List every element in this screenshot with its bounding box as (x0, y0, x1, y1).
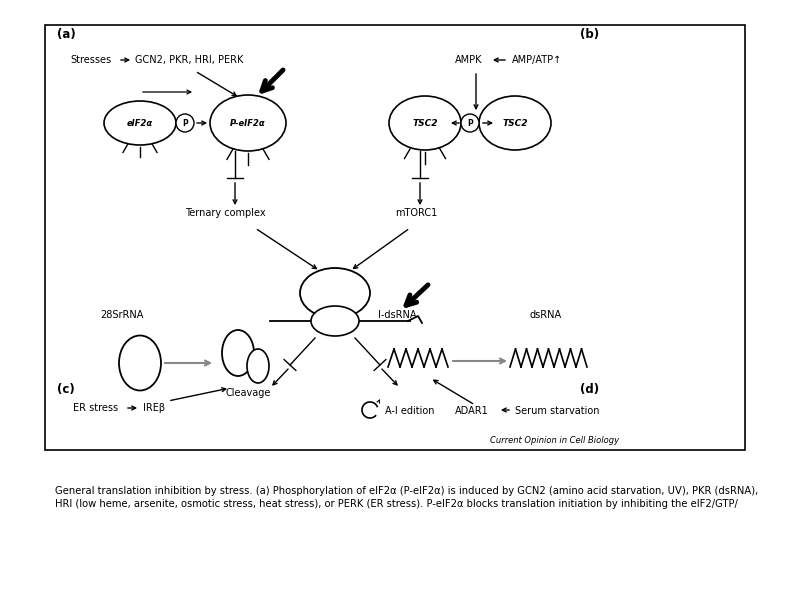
Ellipse shape (119, 336, 161, 390)
Text: TSC2: TSC2 (503, 118, 528, 127)
Text: P-eIF2α: P-eIF2α (230, 118, 266, 127)
Text: Stresses: Stresses (70, 55, 111, 65)
Text: eIF2α: eIF2α (127, 118, 153, 127)
Text: IREβ: IREβ (143, 403, 165, 413)
Text: Serum starvation: Serum starvation (515, 406, 599, 416)
Ellipse shape (300, 268, 370, 318)
Text: AMP/ATP↑: AMP/ATP↑ (512, 55, 562, 65)
Text: Current Opinion in Cell Biology: Current Opinion in Cell Biology (490, 436, 619, 445)
Text: GCN2, PKR, HRI, PERK: GCN2, PKR, HRI, PERK (135, 55, 244, 65)
Ellipse shape (222, 330, 254, 376)
Ellipse shape (210, 95, 286, 151)
Text: ADAR1: ADAR1 (455, 406, 489, 416)
Text: mTORC1: mTORC1 (395, 208, 437, 218)
Text: (c): (c) (57, 383, 75, 396)
Ellipse shape (104, 101, 176, 145)
Ellipse shape (247, 349, 269, 383)
Circle shape (176, 114, 194, 132)
Text: (b): (b) (580, 28, 599, 41)
Text: I-dsRNA: I-dsRNA (378, 310, 417, 320)
Text: P: P (467, 118, 473, 127)
Text: ER stress: ER stress (73, 403, 118, 413)
Text: P: P (182, 118, 188, 127)
Text: dsRNA: dsRNA (530, 310, 562, 320)
Text: A-I edition: A-I edition (385, 406, 434, 416)
Ellipse shape (389, 96, 461, 150)
Text: TSC2: TSC2 (412, 118, 437, 127)
Text: AMPK: AMPK (455, 55, 483, 65)
Text: Cleavage: Cleavage (225, 388, 271, 398)
Text: (d): (d) (580, 383, 599, 396)
Ellipse shape (479, 96, 551, 150)
Text: General translation inhibition by stress. (a) Phosphorylation of eIF2α (P-eIF2α): General translation inhibition by stress… (55, 486, 758, 509)
Circle shape (461, 114, 479, 132)
Text: (a): (a) (57, 28, 75, 41)
Text: Ternary complex: Ternary complex (185, 208, 266, 218)
Bar (45, 25, 745, 450)
Ellipse shape (311, 306, 359, 336)
Text: 28SrRNA: 28SrRNA (100, 310, 144, 320)
